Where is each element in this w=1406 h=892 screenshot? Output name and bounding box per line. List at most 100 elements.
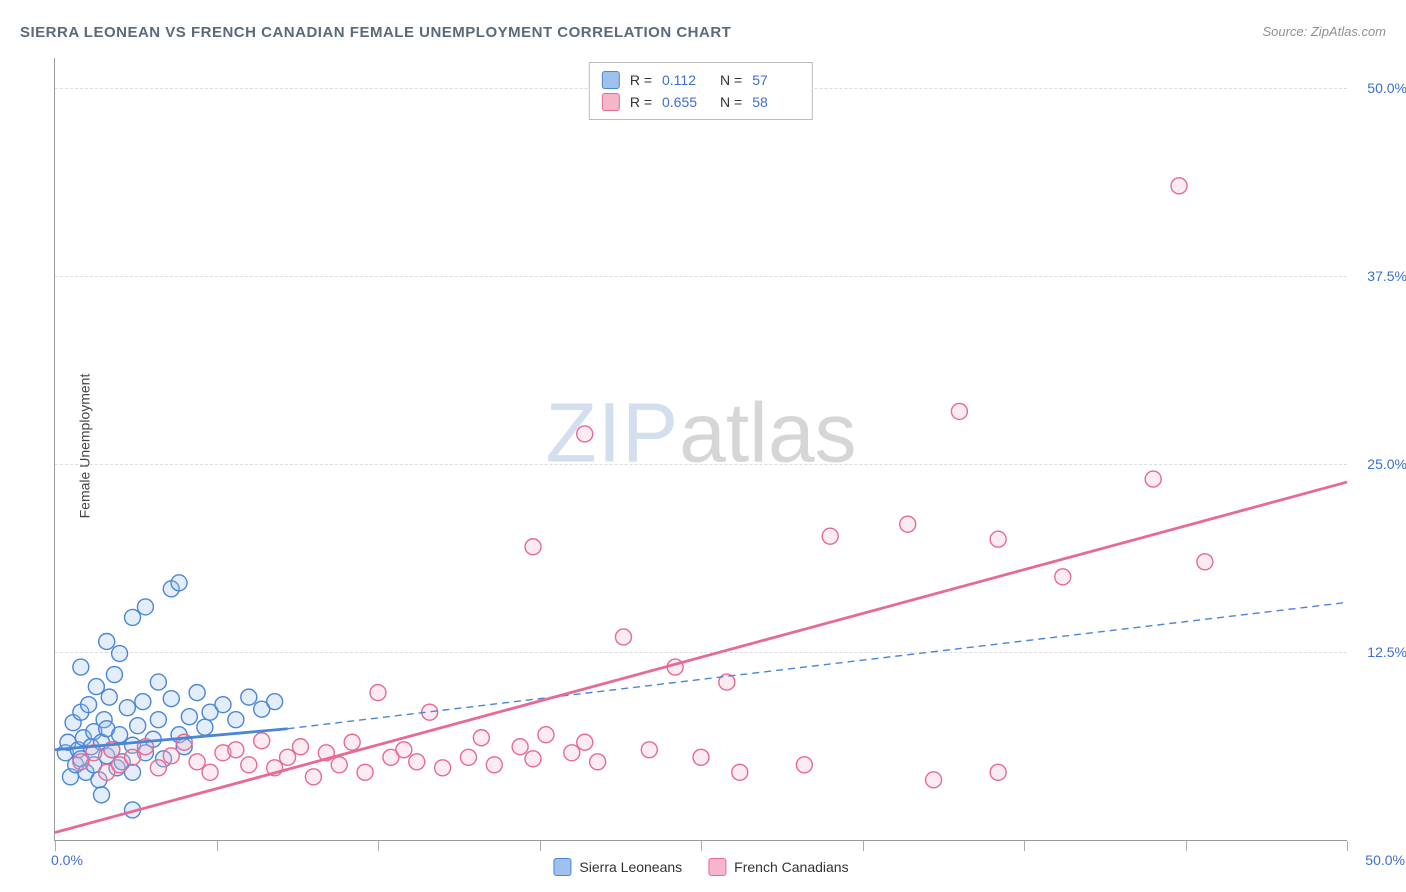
scatter-point: [101, 689, 117, 705]
scatter-point: [796, 757, 812, 773]
scatter-point: [1197, 554, 1213, 570]
scatter-point: [538, 727, 554, 743]
scatter-point: [577, 734, 593, 750]
n-label-1: N =: [720, 91, 742, 113]
legend-stats-row-0: R = 0.112 N = 57: [602, 69, 800, 91]
scatter-point: [88, 679, 104, 695]
scatter-point: [189, 754, 205, 770]
scatter-point: [125, 609, 141, 625]
legend-item-1: French Canadians: [708, 858, 848, 876]
scatter-point: [512, 739, 528, 755]
scatter-point: [73, 659, 89, 675]
scatter-point: [460, 749, 476, 765]
n-value-1: 58: [752, 91, 800, 113]
scatter-point: [150, 760, 166, 776]
legend-label-0: Sierra Leoneans: [579, 859, 682, 875]
scatter-point: [525, 751, 541, 767]
scatter-point: [267, 694, 283, 710]
scatter-point: [280, 749, 296, 765]
scatter-point: [590, 754, 606, 770]
scatter-point: [125, 749, 141, 765]
scatter-point: [135, 694, 151, 710]
scatter-point: [119, 700, 135, 716]
scatter-point: [112, 646, 128, 662]
scatter-point: [357, 764, 373, 780]
scatter-point: [1145, 471, 1161, 487]
swatch-series-1-bottom: [708, 858, 726, 876]
scatter-point: [396, 742, 412, 758]
scatter-point: [435, 760, 451, 776]
chart-svg: [55, 58, 1347, 840]
scatter-point: [228, 742, 244, 758]
scatter-point: [331, 757, 347, 773]
r-value-1: 0.655: [662, 91, 710, 113]
scatter-point: [564, 745, 580, 761]
scatter-point: [150, 674, 166, 690]
n-value-0: 57: [752, 69, 800, 91]
scatter-point: [305, 769, 321, 785]
scatter-point: [292, 739, 308, 755]
scatter-point: [181, 709, 197, 725]
scatter-point: [1171, 178, 1187, 194]
scatter-point: [577, 426, 593, 442]
scatter-point: [171, 575, 187, 591]
scatter-point: [1055, 569, 1071, 585]
legend-stats: R = 0.112 N = 57 R = 0.655 N = 58: [589, 62, 813, 120]
r-value-0: 0.112: [662, 69, 710, 91]
scatter-point: [473, 730, 489, 746]
scatter-point: [409, 754, 425, 770]
scatter-point: [150, 712, 166, 728]
y-tick-label: 25.0%: [1352, 456, 1406, 472]
scatter-point: [486, 757, 502, 773]
scatter-point: [822, 528, 838, 544]
chart-container: SIERRA LEONEAN VS FRENCH CANADIAN FEMALE…: [0, 0, 1406, 892]
swatch-series-1: [602, 93, 620, 111]
scatter-point: [202, 764, 218, 780]
r-label-0: R =: [630, 69, 652, 91]
x-tick-label-max: 50.0%: [1365, 852, 1405, 868]
scatter-point: [525, 539, 541, 555]
scatter-point: [732, 764, 748, 780]
trend-line: [55, 482, 1347, 832]
scatter-point: [900, 516, 916, 532]
scatter-point: [81, 697, 97, 713]
scatter-point: [163, 748, 179, 764]
scatter-point: [370, 685, 386, 701]
scatter-point: [344, 734, 360, 750]
plot-area: ZIPatlas 12.5%25.0%37.5%50.0% R = 0.112 …: [54, 58, 1347, 841]
scatter-point: [189, 685, 205, 701]
scatter-point: [106, 667, 122, 683]
scatter-point: [990, 764, 1006, 780]
scatter-point: [254, 733, 270, 749]
scatter-point: [94, 787, 110, 803]
trend-line-dashed: [288, 602, 1347, 728]
r-label-1: R =: [630, 91, 652, 113]
scatter-point: [99, 633, 115, 649]
swatch-series-0-bottom: [553, 858, 571, 876]
scatter-point: [951, 403, 967, 419]
scatter-point: [130, 718, 146, 734]
legend-label-1: French Canadians: [734, 859, 848, 875]
scatter-point: [197, 719, 213, 735]
legend-item-0: Sierra Leoneans: [553, 858, 682, 876]
swatch-series-0: [602, 71, 620, 89]
scatter-point: [241, 689, 257, 705]
y-tick-label: 37.5%: [1352, 268, 1406, 284]
scatter-point: [137, 599, 153, 615]
x-tick-label-min: 0.0%: [51, 852, 83, 868]
scatter-point: [228, 712, 244, 728]
scatter-point: [615, 629, 631, 645]
y-tick-label: 12.5%: [1352, 644, 1406, 660]
n-label-0: N =: [720, 69, 742, 91]
scatter-point: [926, 772, 942, 788]
scatter-point: [241, 757, 257, 773]
legend-stats-row-1: R = 0.655 N = 58: [602, 91, 800, 113]
scatter-point: [641, 742, 657, 758]
legend-series: Sierra Leoneans French Canadians: [553, 858, 848, 876]
scatter-point: [990, 531, 1006, 547]
scatter-point: [112, 727, 128, 743]
source-attribution: Source: ZipAtlas.com: [1262, 24, 1386, 39]
y-tick-label: 50.0%: [1352, 80, 1406, 96]
scatter-point: [693, 749, 709, 765]
scatter-point: [163, 691, 179, 707]
